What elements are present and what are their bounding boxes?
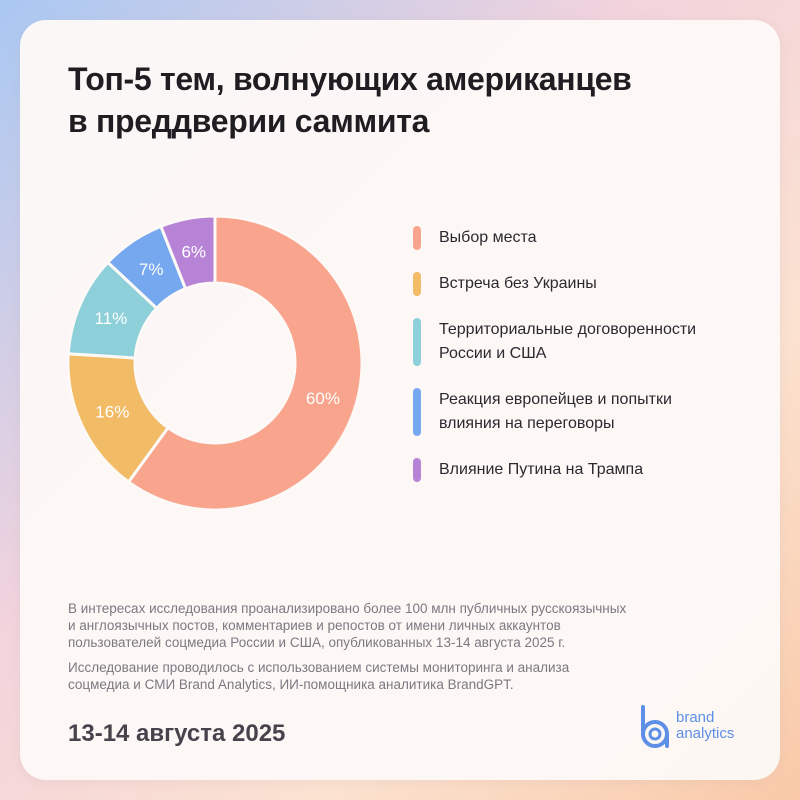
brand-analytics-logo-icon (641, 705, 669, 748)
legend-item-2: Встреча без Украины (413, 272, 753, 296)
legend-item-3: Территориальные договоренности России и С… (413, 318, 753, 366)
slice-value-label-2: 16% (95, 402, 129, 421)
slice-value-label-3: 11% (94, 309, 127, 328)
legend-swatch-2 (413, 272, 421, 296)
slice-value-label-5: 6% (181, 243, 206, 262)
legend-swatch-4 (413, 388, 421, 436)
legend-label-4-line-2: влияния на переговоры (439, 415, 615, 432)
legend-label-5: Влияние Путина на Трампа (439, 461, 644, 478)
note-p1-line-3: пользователей соцмедиа России и США, опу… (68, 635, 566, 650)
donut-chart: 60% 16% 11% 7% 6% (68, 216, 364, 512)
legend-swatch-1 (413, 226, 421, 250)
date-label: 13-14 августа 2025 (68, 720, 286, 747)
legend-label-3: Территориальные договоренности (439, 321, 697, 338)
note-paragraph-2: Исследование проводилось с использование… (68, 659, 708, 693)
note-p2-line-1: Исследование проводилось с использование… (68, 660, 570, 675)
legend-label-4: Реакция европейцев и попытки (439, 391, 672, 408)
note-p1-line-1: В интересах исследования проанализирован… (68, 601, 627, 616)
brand-line-2: analytics (676, 725, 735, 742)
legend-label-2: Встреча без Украины (439, 275, 597, 292)
legend-swatch-5 (413, 458, 421, 482)
legend-item-5: Влияние Путина на Трампа (413, 458, 753, 482)
infographic-card: Топ-5 тем, волнующих американцев в предд… (20, 20, 780, 780)
slice-value-label-1: 60% (306, 389, 340, 408)
note-p2-line-2: соцмедиа и СМИ Brand Analytics, ИИ-помощ… (68, 677, 514, 692)
note-paragraph-1: В интересах исследования проанализирован… (68, 600, 708, 651)
donut-slice-5 (158, 216, 217, 291)
note-p1-line-2: и англоязычных постов, комментариев и ре… (68, 618, 561, 633)
legend-swatch-3 (413, 318, 421, 366)
legend-item-4: Реакция европейцев и попытки влияния на п… (413, 388, 753, 436)
title-line-1: Топ-5 тем, волнующих американцев (68, 61, 632, 97)
donut-slice-1 (126, 216, 364, 512)
chart-legend: Выбор места Встреча без Украины Территориа… (413, 226, 753, 482)
brand-line-1: brand (676, 709, 715, 726)
legend-label-3-line-2: России и США (439, 345, 547, 362)
title-line-2: в преддверии саммита (68, 103, 430, 139)
legend-label-1: Выбор места (439, 229, 537, 246)
slice-value-label-4: 7% (139, 260, 164, 279)
brand-wordmark: brand analytics (676, 710, 734, 742)
legend-item-1: Выбор места (413, 226, 753, 250)
brand-logo: brand analytics (636, 704, 766, 756)
page-title: Топ-5 тем, волнующих американцев в предд… (68, 58, 748, 142)
methodology-note: В интересах исследования проанализирован… (68, 600, 708, 701)
